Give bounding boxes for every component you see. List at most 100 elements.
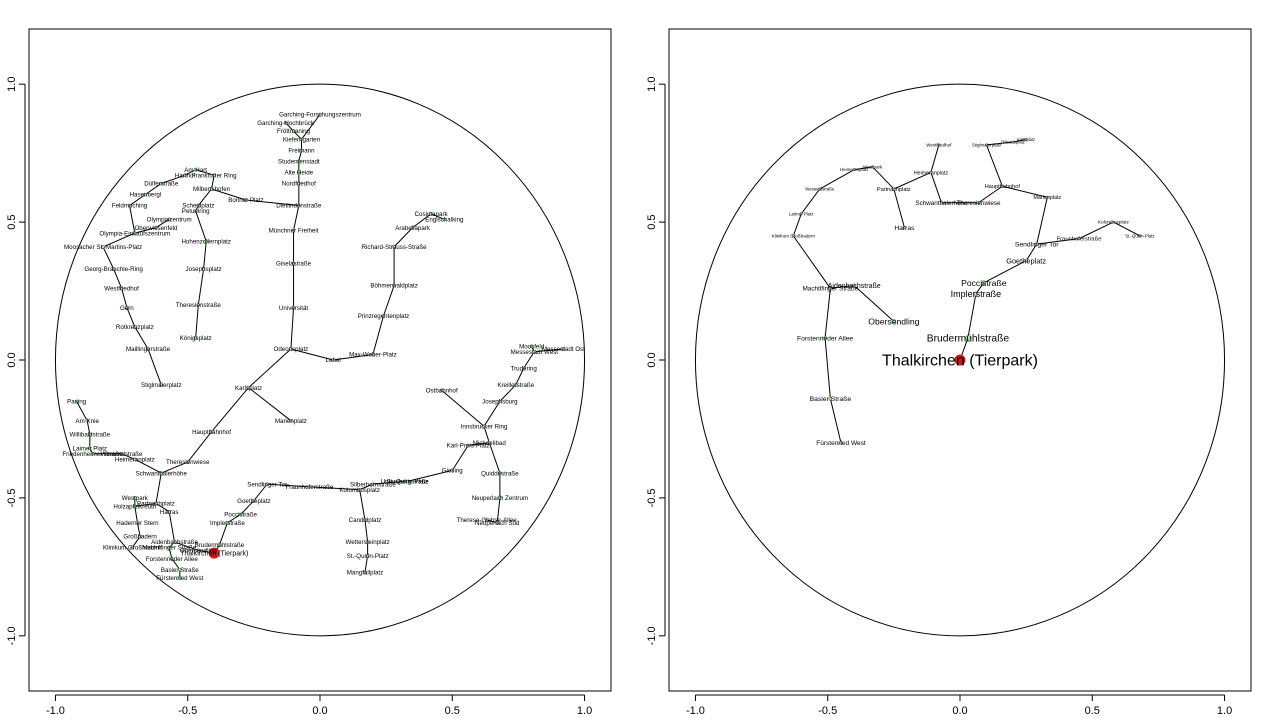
node-quiddestra-e xyxy=(498,471,502,475)
node-silberhornstra-e xyxy=(371,482,375,486)
node-lehel xyxy=(331,358,336,362)
edge-dietlindenstra-e-bonner-platz xyxy=(245,199,299,207)
node-westpark xyxy=(871,165,875,169)
x-tick-label: -1.0 xyxy=(686,705,705,717)
node-michaelibad xyxy=(487,440,492,445)
edge-petuelring-hohenzollernplatz xyxy=(195,210,207,242)
node-implerstra-e xyxy=(225,520,230,525)
station-label-st-quirin-platz: St.-Quirin-Platz xyxy=(386,479,428,486)
station-label-aidenbachstra-e: Aidenbachstraße xyxy=(828,283,881,290)
edge-basler-stra-e-f-rstenried-west xyxy=(829,398,842,443)
node-frankfurter-ring xyxy=(212,173,216,177)
station-label-westpark: Westpark xyxy=(122,495,149,502)
node-sendlinger-tor xyxy=(265,482,269,486)
station-label-neuperlach-s-d: Neuperlach Süd xyxy=(475,520,520,527)
station-label-kieferngarten: Kieferngarten xyxy=(283,137,321,144)
edge-goetheplatz-sendlinger-tor xyxy=(1025,243,1038,261)
station-label-implerstra-e: Implerstraße xyxy=(210,520,245,527)
node-westfriedhof xyxy=(937,143,941,147)
edge-heimeranplatz-westendstra-e xyxy=(819,169,855,190)
x-tick-label: -0.5 xyxy=(178,705,197,717)
edge-laimer-platz-klinikum-gro-hadern xyxy=(792,213,802,237)
edge-sendlinger-tor-fraunhoferstra-e xyxy=(267,483,310,488)
station-label-b-hmerwaldplatz: Böhmerwaldplatz xyxy=(370,283,417,290)
node-karl-preis-platz xyxy=(466,443,470,448)
left-poincare-disk xyxy=(54,83,586,637)
x-tick-label: 0.5 xyxy=(1085,705,1100,717)
node-fraunhoferstra-e xyxy=(1077,237,1081,241)
station-label-stiglmaierplatz: Stiglmaierplatz xyxy=(972,142,1002,147)
node-marienplatz xyxy=(1045,195,1049,199)
node-forstenrieder-allee xyxy=(823,336,827,340)
station-label-innsbrucker-ring: Innsbrucker Ring xyxy=(461,423,508,430)
edge-machtlfinger-stra-e-forstenrieder-allee xyxy=(824,288,831,338)
station-label-nordfriedhof: Nordfriedhof xyxy=(282,181,316,188)
station-label-theresienwiese: Theresienwiese xyxy=(166,459,210,466)
x-tick-label: 0.0 xyxy=(312,705,327,717)
node-westendstra-e xyxy=(119,451,124,456)
node-studentenstadt xyxy=(297,159,301,164)
station-label-bonner-platz: Bonner Platz xyxy=(228,197,263,204)
node-hauptbahnhof xyxy=(1000,184,1004,188)
station-label-m-nchner-freiheit: Münchner Freiheit xyxy=(269,228,319,235)
edge-milbertshofen-scheidplatz xyxy=(197,188,212,206)
node-hasenbergl xyxy=(143,192,148,197)
node-freimann xyxy=(299,148,304,153)
node-garching-hochbr-ck xyxy=(283,120,288,125)
node-goetheplatz xyxy=(1024,258,1029,263)
station-label-klinikum-gro-hadern: Klinikum Großhadern xyxy=(772,233,816,238)
node-scheidplatz xyxy=(196,203,201,208)
station-label-marienplatz: Marienplatz xyxy=(1033,195,1061,201)
node-fr-ttmaning xyxy=(291,129,296,133)
station-label-heimeranplatz: Heimeranplatz xyxy=(840,167,868,172)
y-tick-label: 0.5 xyxy=(6,214,18,229)
node-heimeranplatz xyxy=(929,170,933,174)
node-richard-strauss-stra-e xyxy=(392,245,396,249)
node-partnachplatz xyxy=(154,501,158,506)
station-label-giesing: Giesing xyxy=(442,468,464,475)
station-label-richard-strauss-stra-e: Richard-Strauss-Straße xyxy=(362,244,428,251)
right-panel: Thalkirchen (Tierpark) Brudermühlstraße Ob… xyxy=(646,28,1252,717)
right-x-axis: -1.0 -0.5 0.0 0.5 1.0 xyxy=(686,694,1232,717)
right-station-labels: Thalkirchen (Tierpark) Brudermühlstraße Ob… xyxy=(772,137,1155,447)
station-label-moosacher-st-martins-platz: Moosacher St.-Martins-Platz xyxy=(64,244,142,251)
station-label-goetheplatz: Goetheplatz xyxy=(237,498,270,505)
edge-fraunhoferstra-e-kolumbusplatz xyxy=(1078,221,1114,240)
edge-hasenbergl-feldmoching xyxy=(129,194,146,206)
y-tick-label: -0.5 xyxy=(646,488,658,507)
right-plot-frame xyxy=(668,28,1252,692)
node-friedenheimer-stra-e xyxy=(90,451,95,456)
station-label-basler-stra-e: Basler Straße xyxy=(161,567,199,574)
node-max-weber-platz xyxy=(371,352,375,357)
edge-harras-partnachplatz xyxy=(155,503,170,513)
node-candidplatz xyxy=(363,518,367,522)
y-tick-label: 1.0 xyxy=(646,77,658,92)
edge-partnachplatz-schwanthalerh-he xyxy=(155,473,162,504)
node-theresienstra-e xyxy=(196,303,201,307)
edge-heimeranplatz-westfriedhof xyxy=(930,144,940,173)
node-oberwiesenfeld xyxy=(154,225,158,230)
station-label-partnachplatz: Partnachplatz xyxy=(137,501,175,508)
node-trudering xyxy=(521,366,526,371)
edge-machtlfinger-stra-e-forstenrieder-allee xyxy=(168,547,173,559)
edge-josephsburg-kreillerstra-e xyxy=(499,384,517,402)
node-josephsburg xyxy=(498,399,502,404)
edge-heimeranplatz-westendstra-e xyxy=(121,453,136,460)
station-label-implerstra-e: Implerstraße xyxy=(951,289,1002,299)
station-label-st-quirin-platz: St.-Quirin-Platz xyxy=(1125,233,1154,238)
edge-westfriedhof-gern xyxy=(121,288,128,308)
right-nodes xyxy=(791,137,1142,445)
node-aidenbachstra-e xyxy=(852,283,857,288)
node-theresienwiese xyxy=(185,460,190,464)
station-label-alte-heide: Alte Heide xyxy=(285,170,314,177)
node-karlsplatz xyxy=(246,385,251,390)
node-laimer-platz xyxy=(88,446,92,451)
edge-hauptbahnhof-stiglmaierplatz xyxy=(985,144,1003,187)
station-label-heimeranplatz: Heimeranplatz xyxy=(914,170,949,176)
edge-sendlinger-tor-fraunhoferstra-e xyxy=(1036,238,1080,245)
station-label-wettersteinplatz: Wettersteinplatz xyxy=(345,539,389,546)
edge-rotkreuzplatz-maillingerstra-e xyxy=(134,326,149,350)
edge-harthof-d-lferstra-e xyxy=(161,174,186,184)
station-label-trudering: Trudering xyxy=(511,365,538,372)
